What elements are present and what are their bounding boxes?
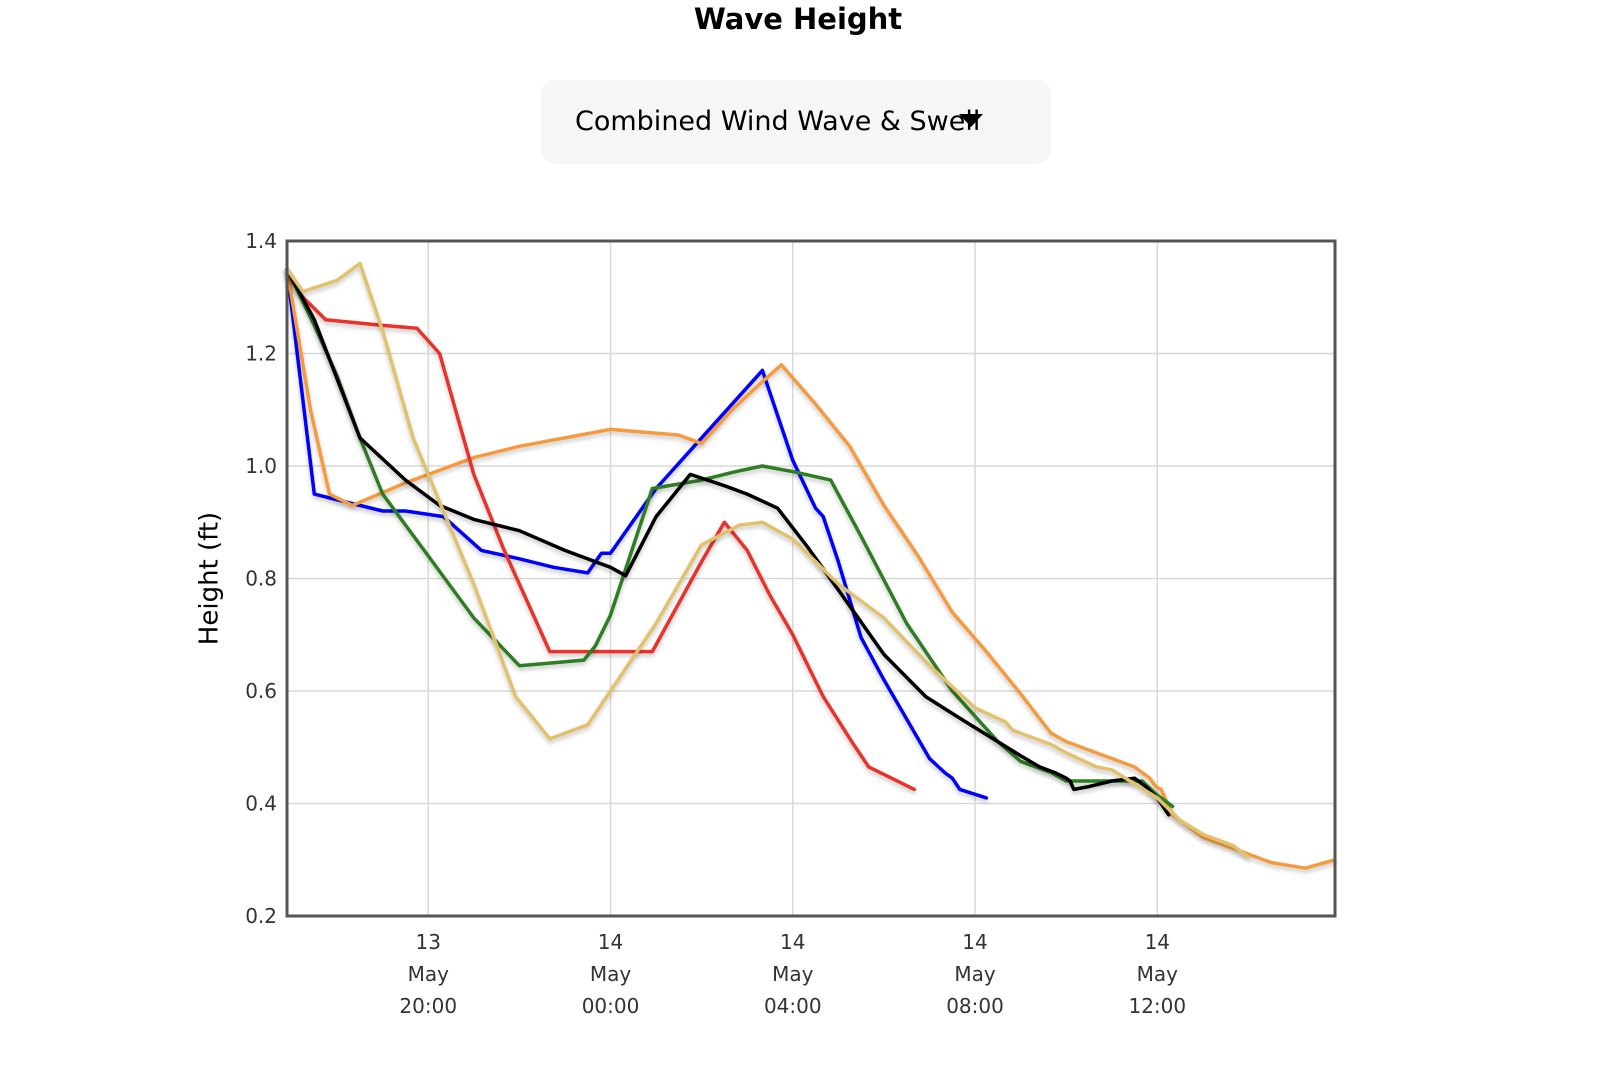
- x-tick-label-line: May: [408, 962, 450, 986]
- y-axis: 0.2 0.4 0.6 0.8 1.0 1.2 1.4: [245, 229, 277, 928]
- series-line: [285, 272, 917, 792]
- x-tick-label: 14 May 12:00: [1128, 930, 1186, 1018]
- x-tick-label-line: 14: [598, 930, 623, 954]
- series-line: [285, 267, 989, 800]
- y-tick-label: 0.4: [245, 792, 277, 816]
- y-tick-label: 0.8: [245, 567, 277, 591]
- x-tick-label-line: 14: [962, 930, 987, 954]
- y-tick-label: 1.2: [245, 342, 277, 366]
- x-tick-label-line: 14: [780, 930, 805, 954]
- chart-series: [285, 261, 1337, 870]
- caret-down-icon: [959, 114, 983, 127]
- page-title: Wave Height: [693, 2, 903, 36]
- plot-border: [285, 239, 1337, 918]
- wave-type-dropdown[interactable]: Combined Wind Wave & Swell: [541, 80, 1051, 164]
- x-tick-label-line: May: [590, 962, 632, 986]
- y-tick-label: 0.6: [245, 679, 277, 703]
- series-line: [285, 267, 1337, 870]
- series-line: [285, 267, 1171, 817]
- x-tick-label-line: 13: [416, 930, 441, 954]
- y-axis-title: Height (ft): [195, 512, 225, 645]
- x-tick-label-line: May: [954, 962, 996, 986]
- dropdown-selected-label: Combined Wind Wave & Swell: [575, 106, 981, 137]
- x-tick-label: 14 May 04:00: [764, 930, 822, 1018]
- series-line: [285, 267, 1175, 809]
- x-tick-label-line: 00:00: [582, 994, 640, 1018]
- y-tick-label: 1.0: [245, 454, 277, 478]
- x-tick-label-line: 08:00: [946, 994, 1004, 1018]
- x-tick-label-line: May: [772, 962, 814, 986]
- y-tick-label: 1.4: [245, 229, 277, 253]
- x-tick-label: 13 May 20:00: [399, 930, 457, 1018]
- x-tick-label-line: May: [1137, 962, 1179, 986]
- x-tick-label-line: 04:00: [764, 994, 822, 1018]
- y-tick-label: 0.2: [245, 904, 277, 928]
- series-line: [285, 261, 1251, 859]
- x-tick-label-line: 20:00: [399, 994, 457, 1018]
- x-tick-label: 14 May 00:00: [582, 930, 640, 1018]
- x-axis: 13 May 20:00 14 May 00:00 14 May 04:00 14 May 08:00…: [399, 930, 1186, 1018]
- x-tick-label: 14 May 08:00: [946, 930, 1004, 1018]
- x-tick-label-line: 12:00: [1128, 994, 1186, 1018]
- x-tick-label-line: 14: [1145, 930, 1170, 954]
